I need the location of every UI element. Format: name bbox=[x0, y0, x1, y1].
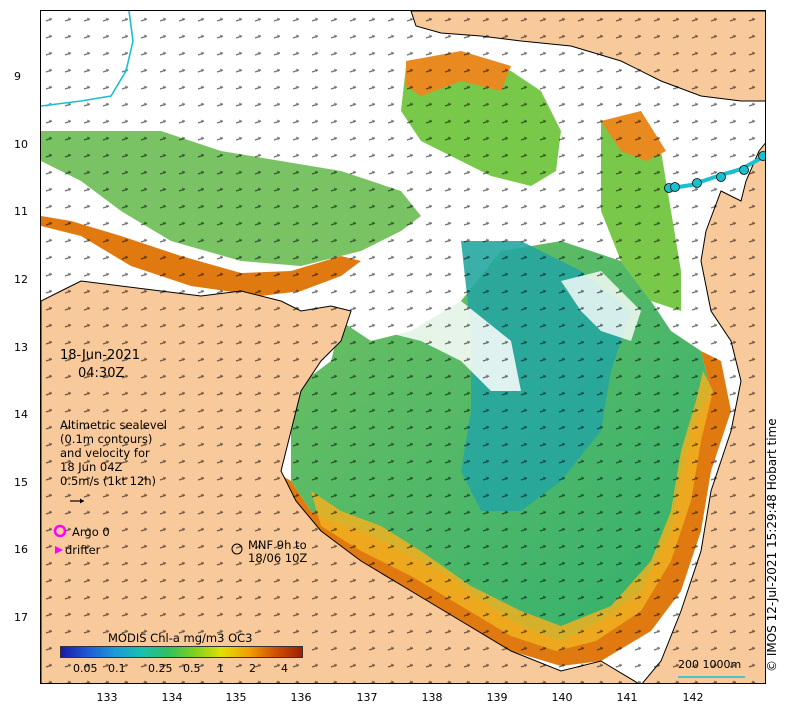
colorbar-tick: 0.25 bbox=[148, 662, 173, 675]
x-tick: 137 bbox=[356, 691, 378, 704]
y-tick: 17 bbox=[14, 611, 28, 624]
x-tick: 138 bbox=[421, 691, 443, 704]
y-tick: 13 bbox=[14, 341, 28, 354]
argo-marker-icon bbox=[53, 524, 67, 538]
map-date: 18-Jun-2021 bbox=[60, 348, 141, 363]
x-tick: 139 bbox=[486, 691, 508, 704]
colorbar-title: MODIS Chl-a mg/m3 OC3 bbox=[108, 631, 253, 645]
velocity-legend-line: and velocity for bbox=[60, 446, 150, 460]
y-tick: 14 bbox=[14, 408, 28, 421]
x-tick: 141 bbox=[616, 691, 638, 704]
velocity-legend-line: (0.1m contours) bbox=[60, 432, 153, 446]
drifter-marker-icon bbox=[55, 546, 63, 554]
map-canvas[interactable] bbox=[40, 10, 766, 684]
y-tick: 15 bbox=[14, 476, 28, 489]
y-tick: 16 bbox=[14, 543, 28, 556]
y-tick: 10 bbox=[14, 138, 28, 151]
colorbar-tick: 4 bbox=[281, 662, 288, 675]
velocity-legend: Altimetric sealevel (0.1m contours) and … bbox=[60, 418, 167, 507]
colorbar-tick: 0.05 bbox=[73, 662, 98, 675]
argo-label: Argo 0 bbox=[72, 525, 110, 539]
mnf-marker-icon bbox=[231, 543, 243, 555]
velocity-legend-line: Altimetric sealevel bbox=[60, 418, 167, 432]
colorbar-tick: 1 bbox=[217, 662, 224, 675]
x-tick: 135 bbox=[225, 691, 247, 704]
drifter-label: drifter bbox=[65, 543, 101, 557]
colorbar-tick: 0.1 bbox=[108, 662, 126, 675]
sealevel-contour bbox=[41, 11, 134, 107]
colorbar-tick: 2 bbox=[249, 662, 256, 675]
y-tick: 12 bbox=[14, 273, 28, 286]
velocity-field bbox=[41, 11, 765, 683]
drifter-track bbox=[665, 155, 764, 191]
x-tick: 142 bbox=[682, 691, 704, 704]
mnf-label: MNF 9h to bbox=[248, 538, 307, 552]
colorbar-tick: 0.5 bbox=[183, 662, 201, 675]
map-time: 04:30Z bbox=[78, 366, 125, 381]
colorbar bbox=[60, 646, 303, 658]
x-tick: 136 bbox=[290, 691, 312, 704]
x-tick: 134 bbox=[161, 691, 183, 704]
scale-bar-label: 200 1000m bbox=[678, 658, 742, 671]
y-tick: 11 bbox=[14, 205, 28, 218]
chlorophyll-map bbox=[41, 11, 765, 683]
drifter-track-markers bbox=[664, 151, 765, 193]
velocity-legend-line: 18 Jun 04Z bbox=[60, 460, 123, 474]
velocity-legend-line: 0.5m/s (1kt 12h) bbox=[60, 474, 157, 488]
velocity-scale-arrow-icon bbox=[70, 498, 84, 504]
x-tick: 133 bbox=[96, 691, 118, 704]
y-tick: 9 bbox=[14, 70, 21, 83]
x-tick: 140 bbox=[551, 691, 573, 704]
mnf-label: 18/06 10Z bbox=[248, 551, 308, 565]
credit-text: © IMOS 12-Jul-2021 15:29:48 Hobart time bbox=[765, 418, 779, 672]
